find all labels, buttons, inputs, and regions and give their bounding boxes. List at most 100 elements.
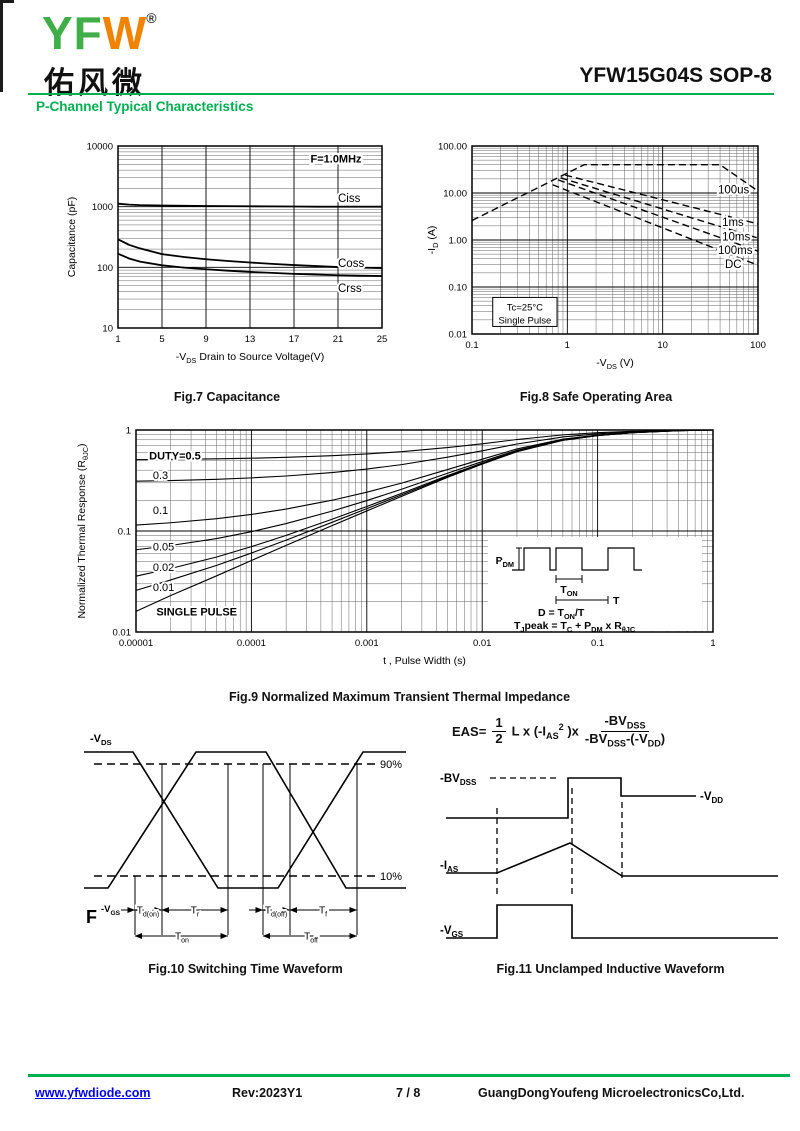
pct10-label: 10%	[380, 871, 402, 883]
period-label: T	[613, 595, 620, 607]
registered-mark: ®	[146, 10, 157, 26]
svg-text:Ciss: Ciss	[338, 193, 361, 205]
svg-text:10ms: 10ms	[722, 232, 750, 244]
svg-text:0.02: 0.02	[153, 562, 174, 574]
timing-dashed-verticals	[496, 788, 623, 898]
header-rule	[28, 93, 774, 95]
svg-text:21: 21	[333, 334, 344, 345]
revision: Rev:2023Y1	[232, 1086, 303, 1100]
svg-text:0.01: 0.01	[449, 330, 468, 341]
website-link[interactable]: www.yfwdiode.com	[35, 1086, 151, 1100]
svg-text:10.00: 10.00	[443, 189, 467, 200]
svg-text:100.00: 100.00	[438, 142, 467, 153]
svg-text:1000: 1000	[92, 202, 113, 213]
svg-text:0.0001: 0.0001	[237, 638, 266, 649]
tf-label: Tf	[319, 906, 327, 919]
pdm-amplitude-arrow	[516, 547, 522, 571]
svg-text:Coss: Coss	[338, 258, 364, 270]
drain-voltage-trace	[84, 751, 406, 889]
formula-lhs: EAS=	[452, 724, 487, 740]
fig11-unclamped-inductive-waveform: -BVDSS -VDD -IAS -VGS	[440, 773, 778, 939]
svg-text:100ms: 100ms	[718, 245, 753, 257]
fig9-inset-diagram: PDM TON T D = TON/T TJpeak = TC + PDM x …	[488, 537, 702, 634]
period-bracket	[555, 596, 609, 604]
inset-pulse-train	[512, 547, 642, 571]
svg-text:0.00001: 0.00001	[119, 638, 153, 649]
chart-layer: 0.1 1 10 100 0.01 0.10 1.00 10.00 100.00 -VDS (V)…	[426, 142, 766, 372]
tr-label: Tr	[191, 906, 200, 919]
svg-text:0.1: 0.1	[591, 638, 604, 649]
svg-text:5: 5	[159, 334, 164, 345]
formula-fraction-half: 1 2	[492, 715, 506, 747]
svg-text:Normalized Thermal Response (R: Normalized Thermal Response (RθJC)	[76, 443, 90, 618]
svg-text:10: 10	[102, 324, 113, 335]
svg-text:DUTY=0.5: DUTY=0.5	[149, 450, 201, 462]
page-number: 7 / 8	[396, 1086, 421, 1100]
company-logo: YFW®	[42, 10, 157, 56]
scan-artifact-horizontal	[0, 0, 14, 3]
svg-text:10: 10	[657, 340, 668, 351]
fig11-caption: Fig.11 Unclamped Inductive Waveform	[496, 962, 725, 976]
chart-layer: 1 5 9 13 17 21 25 10 100 1000 10000 -VDS Drain to S…	[66, 142, 387, 366]
svg-text:0.01: 0.01	[113, 628, 132, 639]
vds-label: -VDS	[90, 733, 112, 747]
svg-text:100us: 100us	[718, 184, 750, 196]
logo-text-green: YF	[42, 7, 103, 59]
svg-text:SINGLE PULSE: SINGLE PULSE	[156, 606, 237, 618]
formula-fraction-voltage: -BVDSS -BVDSS-(-VDD)	[584, 713, 666, 749]
ton-bracket	[555, 575, 583, 583]
pct90-label: 90%	[380, 759, 402, 771]
svg-text:DC: DC	[725, 259, 742, 271]
svg-text:-VDS Drain to Source Voltage(V: -VDS Drain to Source Voltage(V)	[176, 351, 325, 365]
svg-text:9: 9	[203, 334, 208, 345]
svg-text:1: 1	[565, 340, 570, 351]
svg-text:1: 1	[126, 426, 131, 437]
vgs-label: -VGS	[440, 925, 464, 939]
formula-mid: L x (-IAS2 )x	[511, 722, 579, 741]
f-label: F	[86, 907, 97, 927]
svg-text:1.00: 1.00	[449, 236, 468, 247]
fig10-switching-waveform: -VDS 90% 10% F -VGS Td(on) Tr Td(off) Tf…	[84, 733, 406, 947]
svg-text:Crss: Crss	[338, 283, 362, 295]
svg-text:t , Pulse Width (s): t , Pulse Width (s)	[383, 655, 466, 667]
svg-text:-ID (A): -ID (A)	[426, 226, 440, 255]
td-on-label: Td(on)	[137, 906, 159, 919]
inset-background	[488, 537, 702, 631]
svg-text:0.01: 0.01	[153, 582, 174, 594]
t-on-label: Ton	[175, 932, 189, 945]
bvdss-label: -BVDSS	[440, 773, 477, 787]
svg-text:0.05: 0.05	[153, 542, 174, 554]
svg-text:0.1: 0.1	[153, 505, 168, 517]
svg-text:25: 25	[377, 334, 388, 345]
svg-text:Capacitance (pF): Capacitance (pF)	[66, 197, 78, 278]
svg-text:1: 1	[115, 334, 120, 345]
svg-text:0.001: 0.001	[355, 638, 379, 649]
ton-label: TON	[560, 584, 577, 598]
svg-text:0.01: 0.01	[473, 638, 492, 649]
scan-artifact-vertical	[0, 0, 3, 92]
fig9-thermal-impedance-chart: 0.00001 0.0001 0.001 0.01 0.1 1 0.01 0.1 1 t , Pu…	[76, 426, 716, 668]
timing-arrows	[121, 907, 357, 939]
vdd-label: -VDD	[700, 791, 723, 805]
svg-text:0.1: 0.1	[118, 527, 131, 538]
svg-text:Single Pulse: Single Pulse	[498, 315, 551, 326]
footer-rule	[28, 1074, 790, 1077]
svg-text:17: 17	[289, 334, 300, 345]
svg-text:-VDS (V): -VDS (V)	[596, 357, 634, 371]
svg-text:1ms: 1ms	[722, 217, 744, 229]
svg-text:100: 100	[750, 340, 766, 351]
logo-chinese-name: 佑风微	[44, 67, 146, 100]
section-title: P-Channel Typical Characteristics	[36, 99, 254, 114]
tjpeak-equation: TJpeak = TC + PDM x RθJC	[514, 620, 636, 634]
svg-text:Tc=25°C: Tc=25°C	[507, 302, 543, 313]
t-off-label: Toff	[304, 932, 318, 945]
svg-text:13: 13	[245, 334, 256, 345]
eas-formula: EAS= 1 2 L x (-IAS2 )x -BVDSS -BVDSS-(-V…	[452, 713, 666, 749]
timing-marker-lines	[134, 764, 358, 935]
td-off-label: Td(off)	[265, 906, 287, 919]
fig7-caption: Fig.7 Capacitance	[173, 390, 281, 404]
company-name: GuangDongYoufeng MicroelectronicsCo,Ltd.	[478, 1086, 745, 1100]
svg-text:10000: 10000	[87, 142, 113, 153]
svg-text:0.3: 0.3	[153, 470, 168, 482]
